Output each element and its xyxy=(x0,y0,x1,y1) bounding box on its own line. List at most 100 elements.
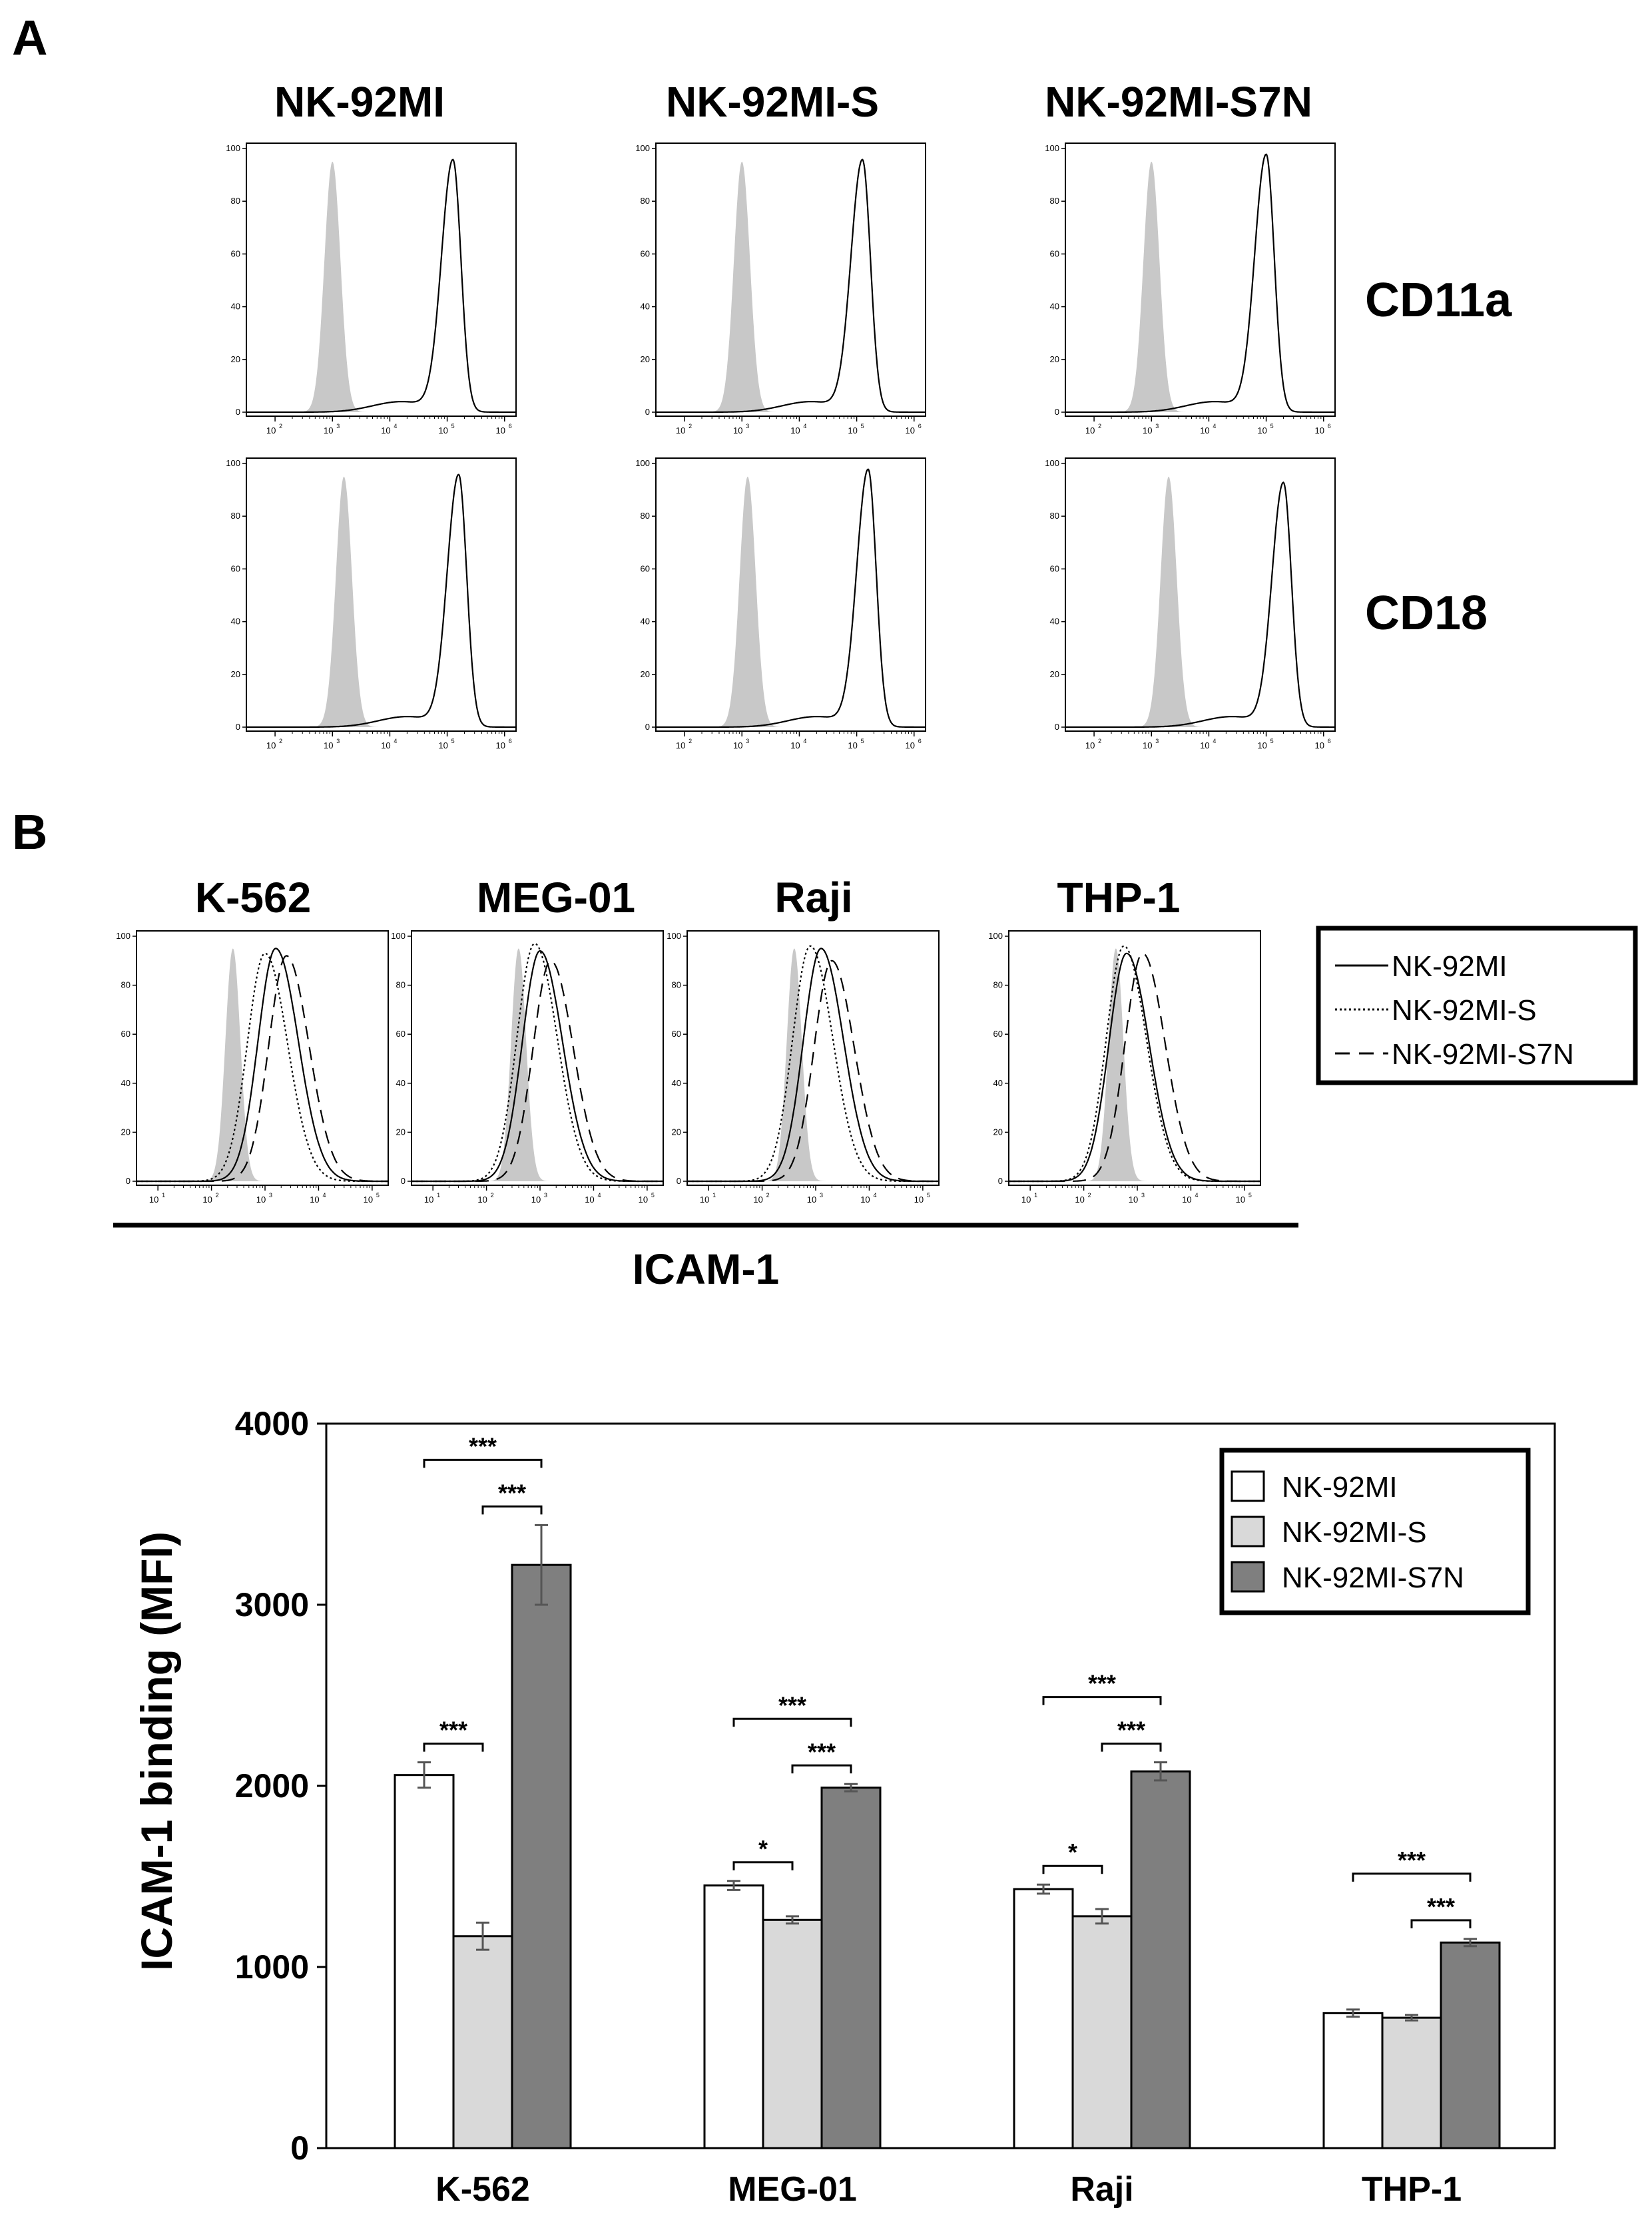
significance-label: *** xyxy=(1117,1717,1145,1744)
x-tick-label: 10 xyxy=(639,1195,648,1205)
significance-label: * xyxy=(758,1835,768,1862)
y-tick-label: 80 xyxy=(396,980,406,990)
significance-bracket xyxy=(423,1458,543,1468)
x-tick-exponent: 4 xyxy=(1213,423,1216,429)
x-tick-exponent: 4 xyxy=(803,423,806,429)
bar-legend-label-nk92mi: NK-92MI xyxy=(1282,1471,1398,1504)
legend-label-nk92mi-s7n: NK-92MI-S7N xyxy=(1392,1038,1574,1071)
y-tick-label: 80 xyxy=(231,196,240,206)
bar-legend-box xyxy=(1219,1448,1531,1615)
x-tick-label: 10 xyxy=(381,425,390,435)
y-tick-label: 60 xyxy=(672,1029,681,1039)
histogram-nk92mi xyxy=(137,948,388,1183)
x-tick-label: 10 xyxy=(1129,1195,1138,1205)
y-tick-label: 80 xyxy=(993,980,1003,990)
histogram-nk92mi-s7n xyxy=(687,960,939,1183)
y-tick-label: 80 xyxy=(231,511,240,521)
x-tick-label: 10 xyxy=(1315,425,1324,435)
stained-histogram xyxy=(1065,481,1335,728)
x-tick-label: 10 xyxy=(1085,425,1095,435)
x-tick-exponent: 3 xyxy=(746,423,749,429)
bar-y-tick-label: 2000 xyxy=(235,1767,309,1805)
bar-category-label: MEG-01 xyxy=(728,2170,857,2209)
x-tick-exponent: 5 xyxy=(451,738,455,744)
x-tick-exponent: 2 xyxy=(1098,423,1101,429)
bar xyxy=(452,1935,513,2149)
bar-category-label: K-562 xyxy=(435,2170,530,2209)
x-tick-label: 10 xyxy=(310,1195,319,1205)
y-tick-label: 40 xyxy=(396,1078,406,1088)
x-tick-exponent: 1 xyxy=(437,1192,440,1199)
stained-histogram xyxy=(246,158,516,414)
histogram-legend: NK-92MI NK-92MI-S NK-92MI-S7N xyxy=(1316,926,1638,1085)
x-tick-label: 10 xyxy=(733,740,742,750)
x-tick-exponent: 4 xyxy=(394,738,397,744)
bar-y-tick-label: 0 xyxy=(290,2129,309,2167)
y-tick-label: 40 xyxy=(121,1078,131,1088)
bar-legend: NK-92MI NK-92MI-S NK-92MI-S7N xyxy=(1219,1448,1531,1615)
x-tick-exponent: 2 xyxy=(491,1192,494,1199)
x-tick-label: 10 xyxy=(700,1195,709,1205)
x-tick-exponent: 3 xyxy=(336,738,340,744)
x-tick-label: 10 xyxy=(1143,740,1152,750)
x-tick-label: 10 xyxy=(424,1195,433,1205)
y-tick-label: 100 xyxy=(226,458,240,468)
histogram-nk92mi-s xyxy=(412,942,663,1183)
bar-legend-swatch-nk92mi-s xyxy=(1231,1516,1265,1547)
y-tick-label: 100 xyxy=(391,931,406,941)
x-tick-exponent: 4 xyxy=(1213,738,1216,744)
y-tick-label: 0 xyxy=(1055,407,1059,417)
x-tick-label: 10 xyxy=(1021,1195,1031,1205)
y-tick-label: 20 xyxy=(993,1127,1003,1137)
x-tick-label: 10 xyxy=(438,425,447,435)
x-tick-exponent: 5 xyxy=(861,423,864,429)
significance-label: *** xyxy=(1427,1893,1455,1920)
x-tick-exponent: 2 xyxy=(216,1192,219,1199)
x-tick-exponent: 1 xyxy=(1034,1192,1037,1199)
x-tick-label: 10 xyxy=(1182,1195,1191,1205)
y-tick-label: 20 xyxy=(231,354,240,364)
x-tick-label: 10 xyxy=(381,740,390,750)
x-tick-exponent: 3 xyxy=(1155,423,1159,429)
y-tick-label: 60 xyxy=(1050,563,1059,573)
y-tick-label: 20 xyxy=(641,354,650,364)
histogram-frame xyxy=(246,457,517,732)
x-tick-label: 10 xyxy=(324,425,333,435)
bar-y-tick-label: 3000 xyxy=(235,1586,309,1623)
bar-category-label: Raji xyxy=(1070,2170,1133,2209)
x-tick-exponent: 3 xyxy=(746,738,749,744)
legend-label-nk92mi-s: NK-92MI-S xyxy=(1392,994,1537,1027)
histogram-frame xyxy=(1065,142,1336,417)
significance-bracket xyxy=(423,1743,484,1752)
x-tick-label: 10 xyxy=(906,740,915,750)
histogram-nk92mi-s7n xyxy=(1009,952,1260,1183)
y-tick-label: 100 xyxy=(635,143,650,153)
significance-bracket xyxy=(1352,1872,1472,1882)
y-tick-label: 20 xyxy=(1050,354,1059,364)
x-tick-exponent: 5 xyxy=(1248,1192,1252,1199)
x-tick-exponent: 2 xyxy=(766,1192,770,1199)
x-tick-label: 10 xyxy=(753,1195,762,1205)
x-tick-exponent: 5 xyxy=(927,1192,930,1199)
x-tick-exponent: 6 xyxy=(918,738,922,744)
significance-bracket xyxy=(1042,1864,1103,1874)
x-tick-exponent: 5 xyxy=(1270,423,1274,429)
bar-legend-swatch-nk92mi xyxy=(1231,1470,1265,1502)
x-tick-label: 10 xyxy=(790,740,800,750)
x-tick-exponent: 5 xyxy=(861,738,864,744)
bar xyxy=(703,1884,764,2149)
bar xyxy=(820,1787,882,2149)
x-tick-label: 10 xyxy=(807,1195,816,1205)
bar-category-label: THP-1 xyxy=(1362,2170,1462,2209)
x-tick-exponent: 6 xyxy=(1328,423,1331,429)
significance-label: *** xyxy=(469,1432,497,1460)
y-tick-label: 60 xyxy=(121,1029,131,1039)
x-tick-label: 10 xyxy=(1200,425,1209,435)
significance-bracket xyxy=(732,1717,852,1727)
